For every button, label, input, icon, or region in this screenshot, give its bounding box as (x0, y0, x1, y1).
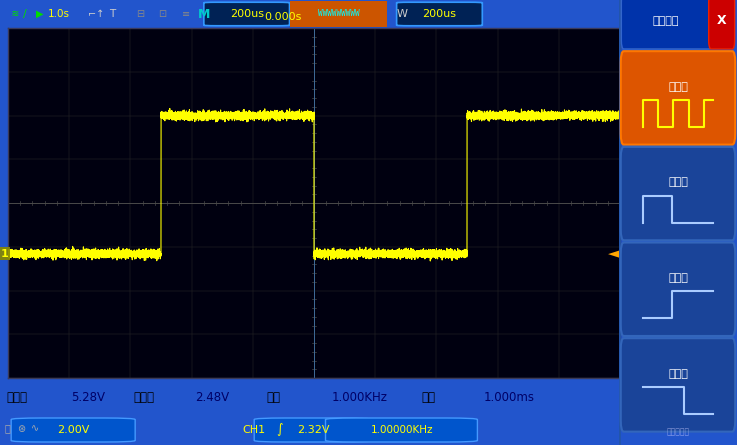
Text: 周期: 周期 (422, 391, 436, 404)
Text: ▶: ▶ (35, 9, 43, 19)
FancyBboxPatch shape (621, 338, 736, 432)
Text: 峰峰値: 峰峰値 (6, 391, 27, 404)
Text: X: X (717, 14, 727, 28)
Text: 2.32V: 2.32V (297, 425, 329, 435)
Text: 频率: 频率 (267, 391, 281, 404)
FancyBboxPatch shape (397, 2, 482, 26)
Text: 200us: 200us (230, 9, 264, 19)
Text: ∫: ∫ (276, 424, 282, 437)
Text: 1.00000KHz: 1.00000KHz (371, 425, 433, 435)
Text: 1: 1 (0, 249, 8, 259)
Text: ⌐↑: ⌐↑ (88, 9, 104, 19)
Text: 自动设置: 自动设置 (653, 16, 680, 26)
Text: 单周期: 单周期 (668, 178, 688, 187)
FancyBboxPatch shape (709, 0, 735, 49)
FancyBboxPatch shape (326, 418, 478, 442)
Text: 200us: 200us (422, 9, 456, 19)
Bar (290, 1, 388, 27)
Text: 0.000s: 0.000s (265, 12, 302, 23)
Text: T: T (109, 9, 115, 19)
Text: ◄: ◄ (608, 246, 620, 261)
Text: CH1: CH1 (242, 425, 266, 435)
Text: 三略维修佳: 三略维修佳 (666, 427, 690, 436)
Text: 上升沿: 上升沿 (668, 273, 688, 283)
Text: 多周期: 多周期 (668, 82, 688, 92)
Text: 1.0s: 1.0s (48, 9, 70, 19)
Text: ⊟: ⊟ (136, 9, 144, 19)
Text: M: M (198, 8, 210, 20)
Text: 1.000ms: 1.000ms (483, 391, 534, 404)
Text: ⊛: ⊛ (18, 424, 26, 433)
FancyBboxPatch shape (621, 243, 736, 336)
FancyBboxPatch shape (621, 147, 736, 240)
Text: 5.28V: 5.28V (71, 391, 105, 404)
Text: 2.00V: 2.00V (57, 425, 89, 435)
Text: ⊡: ⊡ (158, 9, 166, 19)
Text: 平均値: 平均値 (133, 391, 154, 404)
Text: ≡: ≡ (183, 9, 191, 19)
Text: 下降沿: 下降沿 (668, 369, 688, 379)
FancyBboxPatch shape (621, 51, 736, 145)
FancyBboxPatch shape (204, 2, 290, 26)
Text: W: W (397, 9, 408, 19)
Text: ∿: ∿ (31, 424, 39, 433)
Text: ≋: ≋ (11, 9, 18, 19)
FancyBboxPatch shape (254, 418, 372, 442)
Text: WWWWWWWWW: WWWWWWWWW (318, 9, 360, 19)
FancyBboxPatch shape (621, 0, 711, 49)
Text: 1.000KHz: 1.000KHz (332, 391, 388, 404)
Text: 2.48V: 2.48V (195, 391, 229, 404)
Text: /: / (24, 9, 27, 19)
Text: ⎓: ⎓ (5, 424, 11, 433)
FancyBboxPatch shape (11, 418, 135, 442)
